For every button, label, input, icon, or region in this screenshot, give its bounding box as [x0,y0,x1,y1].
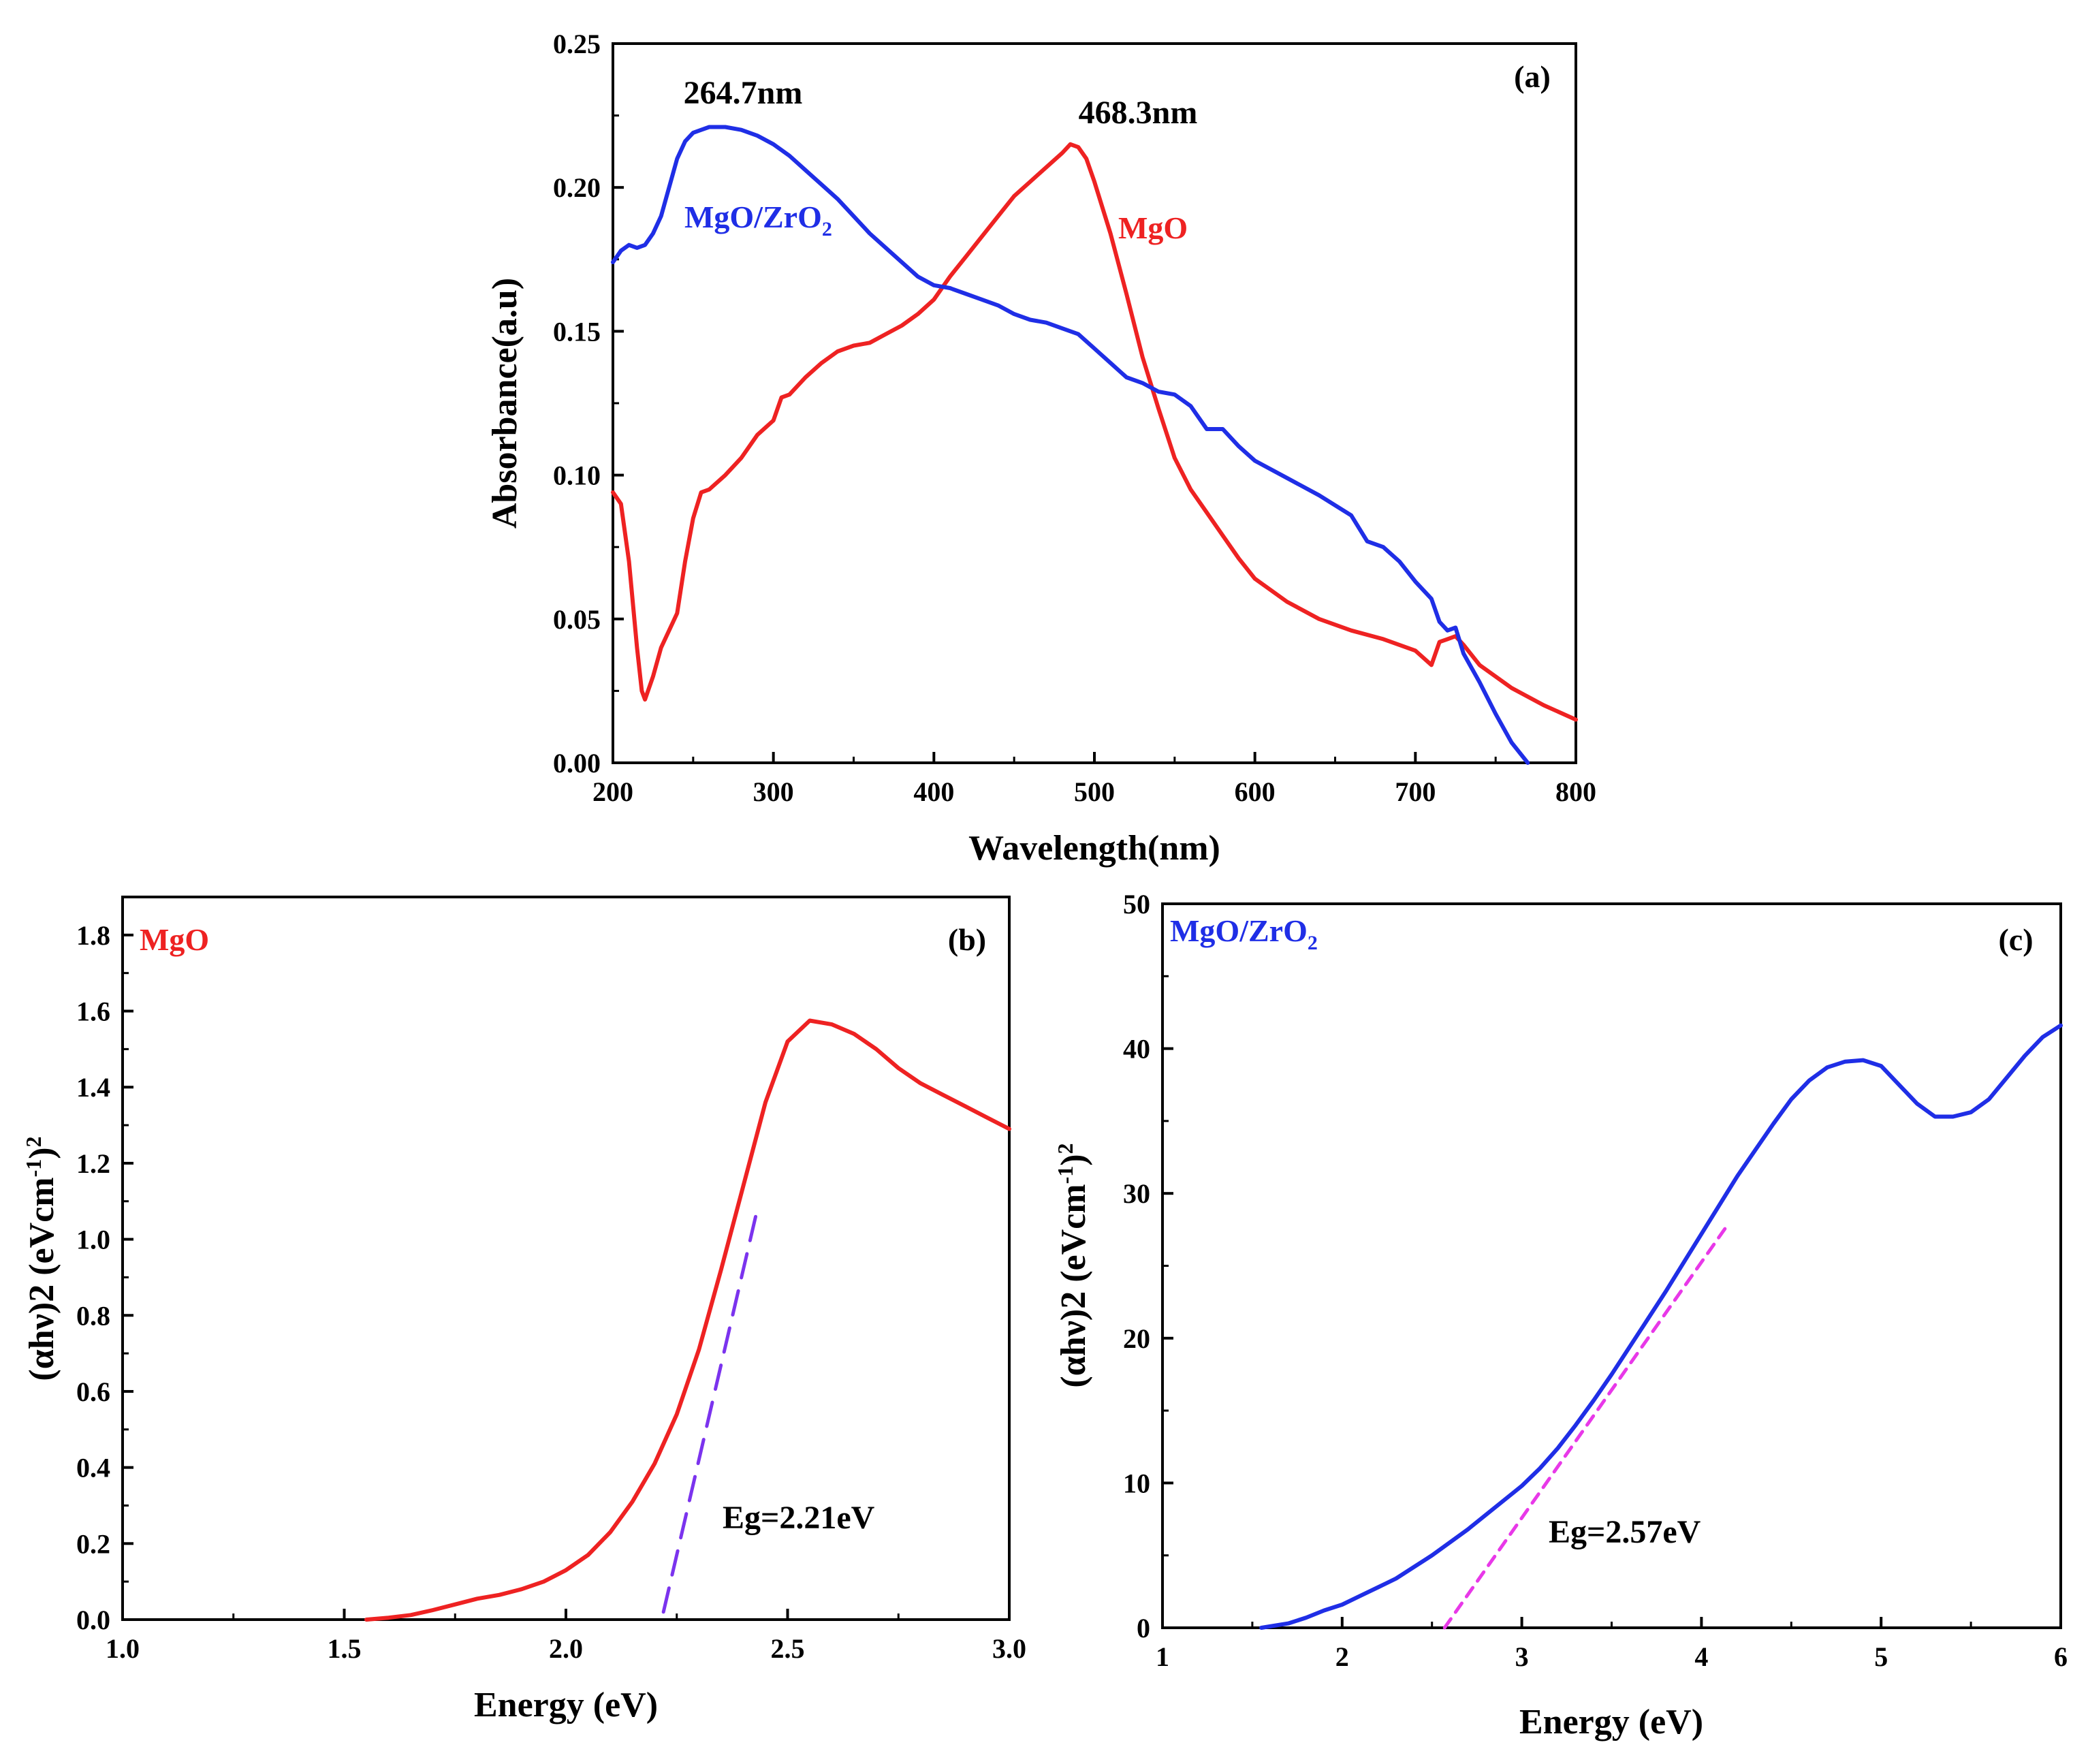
panel-c-bandgap-annotation: Eg=2.57eV [1549,1514,1701,1550]
y-tick-label: 50 [1123,889,1150,919]
y-tick-label: 30 [1123,1178,1150,1209]
panel-a-series-label-mgo: MgO [1118,210,1188,245]
y-tick-label: 0.0 [76,1605,110,1635]
panel-a-peak-annotation-mgo: 468.3nm [1079,95,1198,131]
panel-a-x-axis-title: Wavelength(nm) [968,829,1220,868]
panel-c-ticks: 1 2 3 4 5 6 0 10 20 30 40 50 [1123,889,2068,1672]
x-tick-label: 700 [1395,776,1436,807]
x-tick-label: 1 [1156,1641,1169,1672]
x-tick-label: 600 [1235,776,1276,807]
panel-c-series [1259,1023,2063,1630]
x-tick-label: 500 [1074,776,1115,807]
panel-c-corner-label-sub: 2 [1308,932,1318,954]
panel-b-corner-label-mgo: MgO [140,922,209,957]
x-tick-label: 5 [1874,1641,1888,1672]
x-tick-label: 200 [592,776,633,807]
y-tick-label: 0 [1137,1613,1150,1643]
series-line-mgo-zro2 [1259,1023,2063,1630]
panel-b-mgo-tauc-plot: 1.0 1.5 2.0 2.5 3.0 0.0 0.2 0.4 0.6 0.8 1.0 1.2 1.4 1… [21,896,1026,1724]
panel-b-bandgap-annotation: Eg=2.21eV [723,1500,875,1536]
series-line-mgo [611,142,1578,722]
panel-a-peak-annotation-mgo-zro2: 264.7nm [684,75,803,111]
panel-c-corner-label-main: MgO/ZrO [1170,913,1308,948]
panel-c-y-axis-title: (αhν)2 (eVcm-1)2 [1053,1143,1093,1387]
y-tick-label: 0.10 [553,460,601,491]
x-tick-label: 2 [1335,1641,1349,1672]
y-tick-label: 1.2 [76,1148,110,1179]
panel-b-plot-frame [121,896,1011,1621]
panel-b-series [364,1018,1011,1622]
panel-c-corner-label-mgo-zro2: MgO/ZrO2 [1170,913,1318,954]
y-tick-label: 40 [1123,1034,1150,1065]
panel-a-series-label-mgo-zro2: MgO/ZrO2 [684,200,832,240]
panel-a-series-label-mgo-zro2-main: MgO/ZrO [684,200,822,234]
x-tick-label: 4 [1694,1641,1708,1672]
panel-c-y-axis-title-sup1: -1 [1053,1166,1077,1184]
panel-c-y-axis-title-main: (αhν)2 (eVcm [1054,1184,1093,1387]
series-line-linear-fit [661,1211,759,1614]
panel-c-label: (c) [1998,922,2033,957]
y-tick-label: 0.15 [553,316,601,347]
panel-b-label: (b) [948,922,986,957]
y-tick-label: 0.2 [76,1528,110,1559]
x-tick-label: 1.0 [106,1633,140,1664]
panel-b-x-axis-title: Energy (eV) [474,1686,658,1724]
panel-b-y-axis-title: (αhν)2 (eVcm-1)2 [21,1136,61,1381]
panel-b-y-axis-title-sup2: 2 [21,1136,46,1147]
x-tick-label: 2.0 [549,1633,583,1664]
series-line-linear-fit [1442,1222,1730,1630]
x-tick-label: 300 [753,776,794,807]
panel-a-label: (a) [1514,59,1551,94]
panel-a-y-axis-title: Absorbance(a.u) [486,278,524,529]
panel-a-absorbance-chart: 200 300 400 500 600 700 800 0.00 0.05 0.10 0.15 0.2… [486,29,1596,868]
y-tick-label: 0.00 [553,748,601,778]
panel-a-ticks: 200 300 400 500 600 700 800 0.00 0.05 0.10 0.15 0.2… [553,29,1596,807]
y-tick-label: 0.4 [76,1453,110,1483]
y-tick-label: 0.6 [76,1376,110,1407]
y-tick-label: 10 [1123,1468,1150,1498]
x-tick-label: 2.5 [771,1633,805,1664]
panel-b-y-axis-title-close: ) [22,1147,61,1159]
y-tick-label: 1.6 [76,996,110,1027]
panel-b-y-axis-title-sup1: -1 [21,1159,46,1178]
panel-a-plot-frame [612,42,1577,764]
panel-a-series [611,125,1578,765]
x-tick-label: 800 [1555,776,1596,807]
panel-c-y-axis-title-sup2: 2 [1053,1143,1077,1154]
x-tick-label: 3.0 [992,1633,1026,1664]
x-tick-label: 3 [1515,1641,1529,1672]
series-line-mgo [364,1018,1011,1622]
y-tick-label: 0.20 [553,172,601,203]
x-tick-label: 1.5 [328,1633,362,1664]
y-tick-label: 0.8 [76,1300,110,1331]
series-line-mgo-zro2 [611,125,1530,765]
y-tick-label: 20 [1123,1323,1150,1354]
y-tick-label: 0.25 [553,29,601,59]
panel-b-ticks: 1.0 1.5 2.0 2.5 3.0 0.0 0.2 0.4 0.6 0.8 1.0 1.2 1.4 1… [76,920,1026,1664]
x-tick-label: 6 [2054,1641,2068,1672]
y-tick-label: 1.4 [76,1072,110,1103]
panel-c-x-axis-title: Energy (eV) [1519,1703,1703,1742]
x-tick-label: 400 [913,776,954,807]
panel-b-y-axis-title-main: (αhν)2 (eVcm [22,1177,61,1381]
panel-c-y-axis-title-close: ) [1054,1154,1093,1165]
y-tick-label: 1.0 [76,1225,110,1255]
y-tick-label: 0.05 [553,604,601,635]
panel-a-series-label-mgo-zro2-sub: 2 [822,218,832,240]
y-tick-label: 1.8 [76,920,110,951]
